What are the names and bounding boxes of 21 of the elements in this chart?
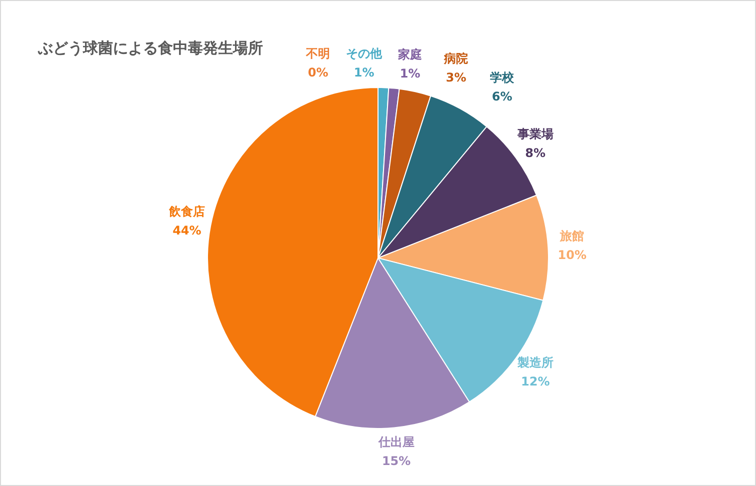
category-label: 不明 <box>306 46 330 61</box>
slice-label: 学校 <box>490 70 516 85</box>
slice-label: 事業場 <box>516 126 554 141</box>
slice-label: 仕出屋 <box>377 434 414 449</box>
slice-label: その他 <box>346 46 384 61</box>
slice-label: 家庭 <box>397 47 422 62</box>
data-label: 12% <box>520 374 550 388</box>
slice-label: 病院 <box>443 51 468 66</box>
slice-label: 飲食店 <box>168 204 205 219</box>
data-label: 1% <box>354 66 374 80</box>
data-label: 15% <box>382 454 411 468</box>
data-label: 8% <box>525 146 546 160</box>
data-label: 1% <box>400 66 420 80</box>
chart-title: ぶどう球菌による食中毒発生場所 <box>38 39 263 58</box>
data-label: 6% <box>492 90 512 104</box>
data-label: 10% <box>558 248 586 262</box>
data-label: 3% <box>446 70 466 84</box>
text: 0% <box>308 66 328 80</box>
slice-label: 製造所 <box>516 355 554 370</box>
data-label: 44% <box>172 224 202 238</box>
slice-label: 旅館 <box>559 228 584 243</box>
